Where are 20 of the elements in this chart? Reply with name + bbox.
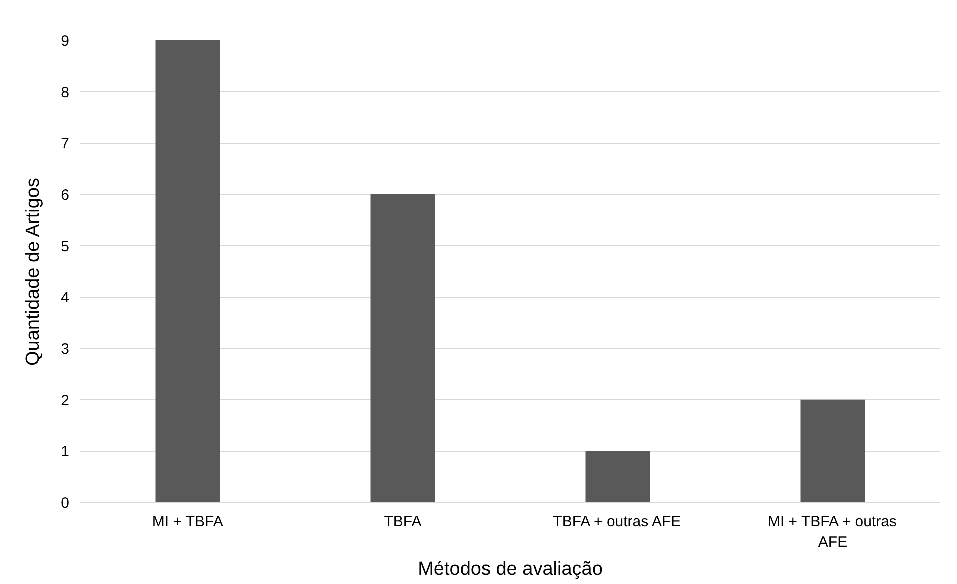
y-tick-label: 5 [61, 238, 70, 256]
y-tick-label: 3 [61, 341, 70, 358]
bar [586, 451, 650, 502]
x-tick-label: MI + TBFA + outras AFE [768, 514, 897, 551]
x-tick-label: TBFA + outras AFE [553, 514, 682, 530]
y-axis-title: Quantidade de Artigos [23, 178, 44, 366]
y-tick-label: 6 [61, 187, 70, 204]
x-tick-label: TBFA [384, 514, 422, 530]
bar [800, 400, 866, 502]
y-tick-label: 4 [61, 290, 70, 307]
y-tick-label: 7 [61, 136, 70, 153]
y-tick-label: 2 [61, 392, 70, 410]
y-tick-label: 8 [61, 84, 70, 102]
x-tick-label: MI + TBFA [152, 514, 224, 530]
y-tick-label: 1 [61, 444, 70, 461]
y-tick-label: 0 [61, 495, 70, 512]
y-tick-label: 9 [61, 33, 70, 50]
bar [370, 194, 436, 502]
x-axis-title: Métodos de avaliação [418, 558, 603, 580]
bar [156, 40, 220, 502]
